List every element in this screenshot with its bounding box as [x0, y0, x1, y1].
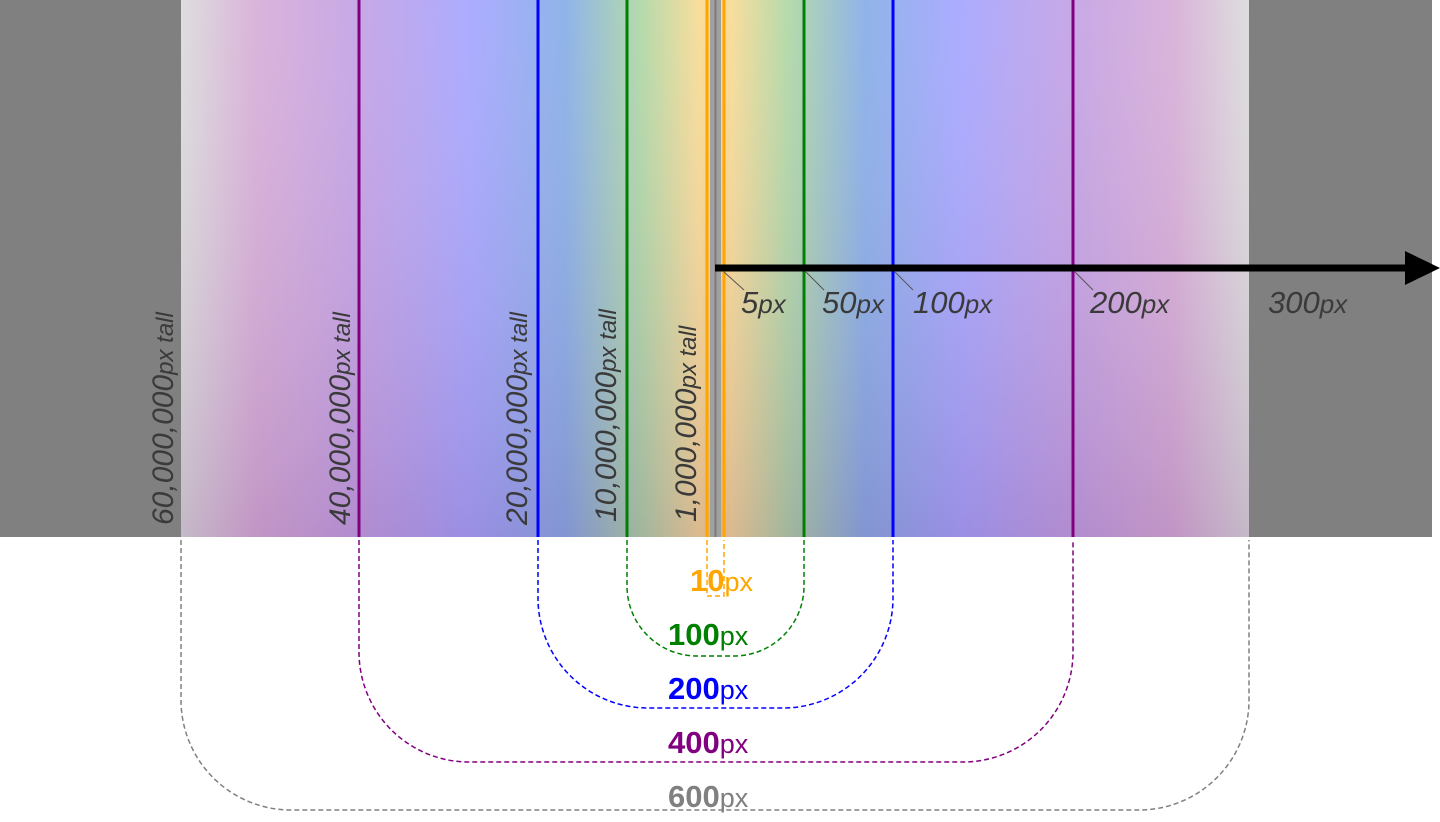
- leader-5: [723, 271, 745, 291]
- axis-label-50: 50px: [822, 285, 885, 320]
- bracket-600: [180, 540, 1250, 811]
- axis-label-200: 200px: [1089, 285, 1170, 320]
- bracket-400: [358, 540, 1074, 763]
- width-label-10: 10px: [690, 563, 754, 598]
- width-label-200: 200px: [668, 671, 749, 706]
- tall-label-40m: 40,000,000px tall: [324, 311, 357, 525]
- leader-100: [894, 271, 914, 291]
- tall-label-20m: 20,000,000px tall: [501, 311, 534, 526]
- width-label-400: 400px: [668, 725, 749, 760]
- tall-label-1m: 1,000,000px tall: [670, 325, 703, 522]
- width-label-600: 600px: [668, 779, 749, 814]
- axis-label-300: 300px: [1268, 285, 1348, 320]
- bracket-10: [706, 540, 725, 597]
- width-brackets: [180, 540, 1250, 811]
- axis-arrow-head: [1405, 251, 1440, 285]
- tall-labels: 60,000,000px tall 40,000,000px tall 20,0…: [147, 308, 703, 526]
- leader-200: [1074, 271, 1094, 291]
- axis-labels: 5px 50px 100px 200px 300px: [741, 285, 1348, 320]
- tall-label-60m: 60,000,000px tall: [147, 311, 180, 525]
- axis-label-5: 5px: [741, 285, 787, 320]
- bracket-100: [626, 540, 805, 657]
- axis-label-100: 100px: [913, 285, 993, 320]
- tall-label-10m: 10,000,000px tall: [590, 308, 623, 522]
- width-labels: 10px 100px 200px 400px 600px: [668, 563, 754, 814]
- width-label-100: 100px: [668, 617, 749, 652]
- bracket-200: [537, 540, 894, 709]
- leader-50: [805, 271, 825, 291]
